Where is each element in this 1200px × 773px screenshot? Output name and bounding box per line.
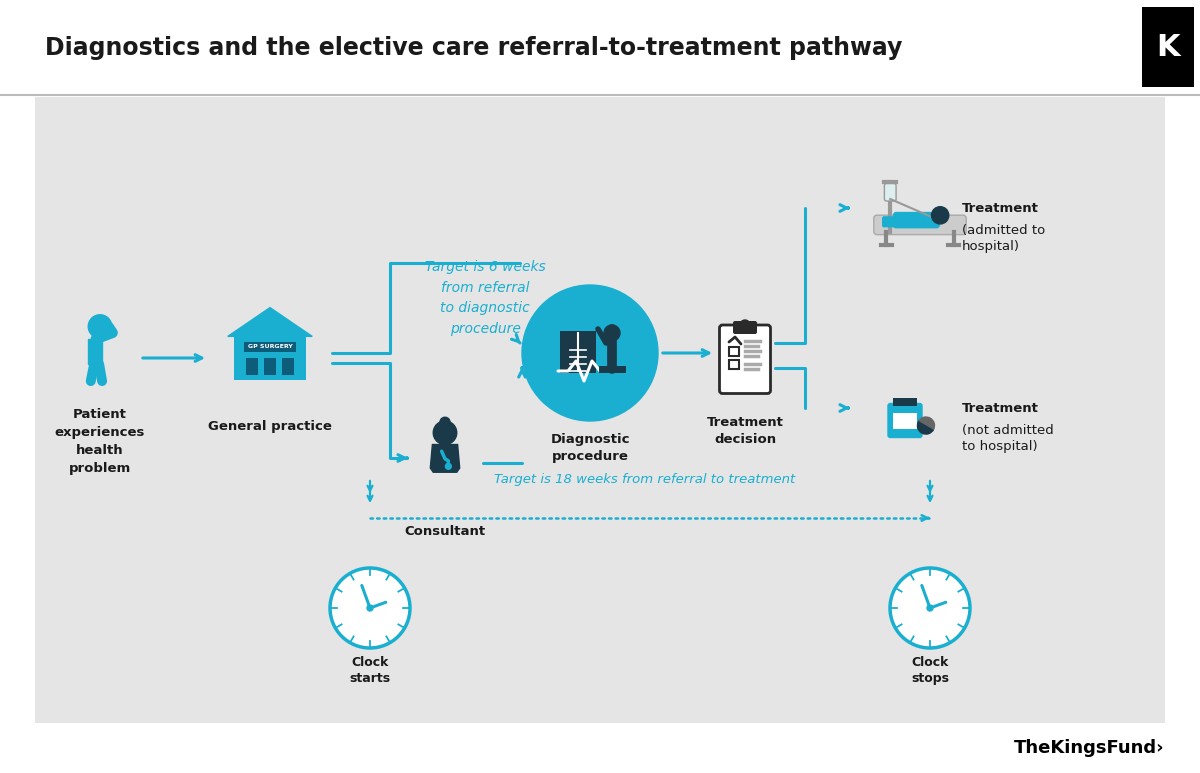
Text: (not admitted
to hospital): (not admitted to hospital) — [962, 424, 1054, 453]
FancyBboxPatch shape — [35, 97, 1165, 723]
Text: GP SURGERY: GP SURGERY — [247, 344, 293, 349]
Text: General practice: General practice — [208, 420, 332, 433]
Circle shape — [433, 421, 457, 444]
Text: K: K — [1156, 33, 1180, 62]
Circle shape — [440, 417, 450, 427]
Text: Treatment: Treatment — [962, 202, 1039, 214]
FancyBboxPatch shape — [264, 358, 276, 375]
Circle shape — [890, 568, 970, 648]
FancyBboxPatch shape — [882, 216, 924, 227]
Text: Clock
stops: Clock stops — [911, 656, 949, 685]
Wedge shape — [917, 421, 934, 434]
FancyBboxPatch shape — [246, 358, 258, 375]
FancyBboxPatch shape — [733, 321, 757, 334]
Circle shape — [367, 605, 373, 611]
FancyBboxPatch shape — [244, 342, 296, 352]
FancyBboxPatch shape — [560, 331, 596, 373]
Text: Treatment
decision: Treatment decision — [707, 416, 784, 446]
FancyBboxPatch shape — [0, 0, 1200, 95]
FancyBboxPatch shape — [893, 413, 917, 429]
Text: TheKingsFund›: TheKingsFund› — [1014, 739, 1165, 757]
Circle shape — [740, 320, 750, 330]
Circle shape — [89, 315, 112, 339]
FancyBboxPatch shape — [893, 398, 917, 406]
Circle shape — [330, 568, 410, 648]
Text: Diagnostic
procedure: Diagnostic procedure — [551, 433, 630, 463]
Text: Clock
starts: Clock starts — [349, 656, 390, 685]
Circle shape — [604, 325, 620, 341]
FancyBboxPatch shape — [1142, 7, 1194, 87]
Circle shape — [522, 285, 658, 421]
Circle shape — [931, 206, 949, 224]
FancyBboxPatch shape — [874, 215, 966, 235]
Polygon shape — [431, 444, 460, 472]
FancyBboxPatch shape — [0, 723, 1200, 773]
Text: Consultant: Consultant — [404, 525, 486, 538]
Text: Diagnostics and the elective care referral-to-treatment pathway: Diagnostics and the elective care referr… — [46, 36, 902, 60]
FancyBboxPatch shape — [720, 325, 770, 393]
FancyBboxPatch shape — [234, 336, 306, 380]
Polygon shape — [89, 339, 102, 364]
Text: (admitted to
hospital): (admitted to hospital) — [962, 224, 1045, 253]
Circle shape — [445, 464, 451, 469]
Text: Target is 6 weeks
from referral
to diagnostic
procedure: Target is 6 weeks from referral to diagn… — [425, 260, 545, 336]
Polygon shape — [228, 308, 312, 336]
FancyBboxPatch shape — [282, 358, 294, 375]
Text: Patient
experiences
health
problem: Patient experiences health problem — [55, 408, 145, 475]
FancyBboxPatch shape — [887, 403, 923, 438]
Text: Treatment: Treatment — [962, 401, 1039, 414]
Circle shape — [928, 605, 934, 611]
FancyBboxPatch shape — [884, 183, 896, 201]
Wedge shape — [918, 417, 935, 431]
Text: Target is 18 weeks from referral to treatment: Target is 18 weeks from referral to trea… — [494, 473, 796, 486]
FancyBboxPatch shape — [893, 212, 940, 228]
Ellipse shape — [918, 420, 934, 431]
